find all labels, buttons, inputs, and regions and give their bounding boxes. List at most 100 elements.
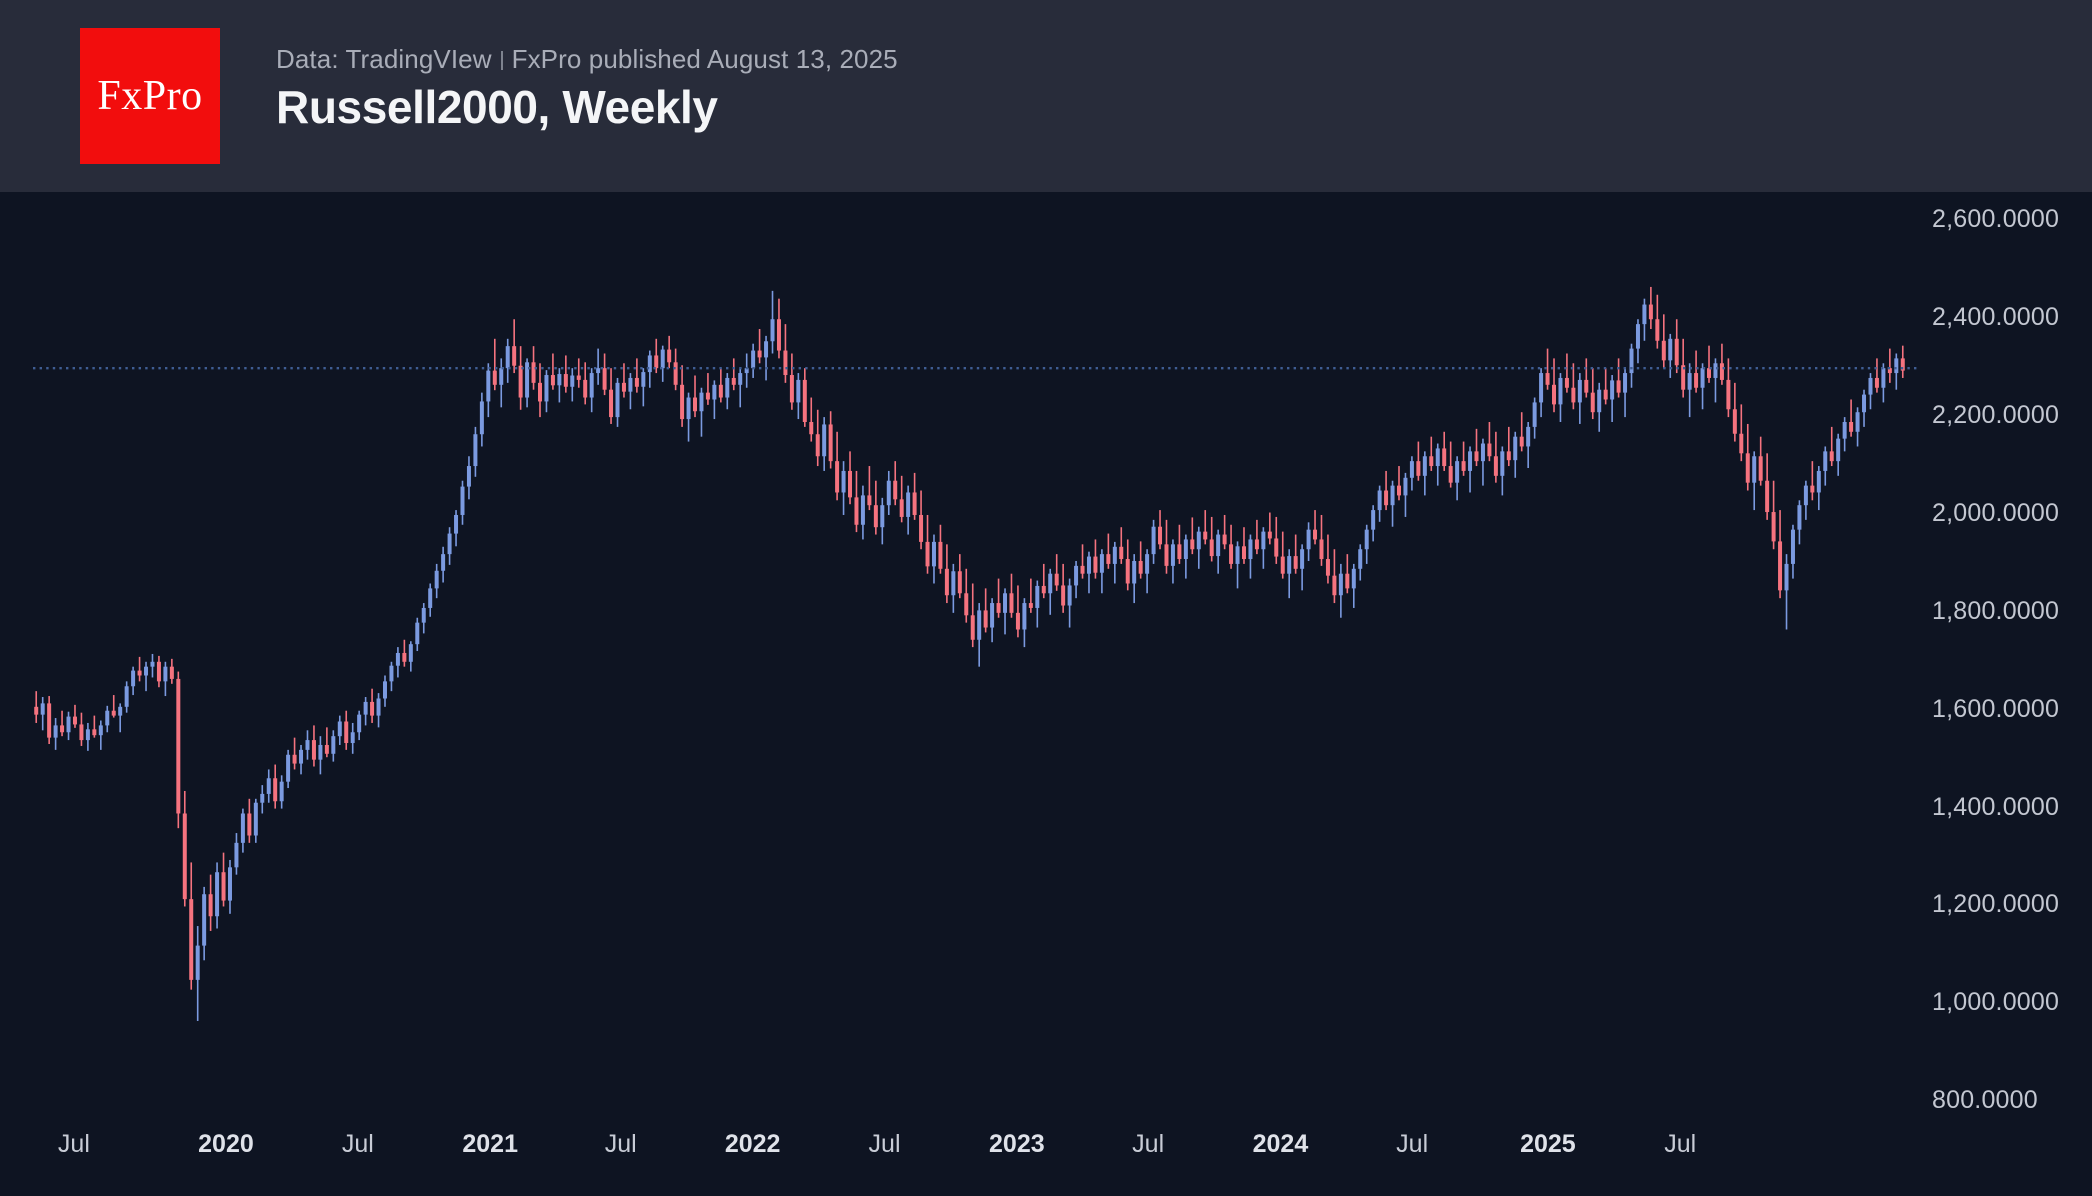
candle-body bbox=[1635, 324, 1640, 349]
candle-body bbox=[757, 350, 762, 358]
y-axis-tick: 1,000.0000 bbox=[1932, 988, 2060, 1017]
candle-body bbox=[1849, 422, 1854, 432]
candle-wick bbox=[1236, 541, 1239, 589]
candle-body bbox=[919, 514, 924, 542]
candle-body bbox=[1416, 461, 1421, 476]
candle-body bbox=[234, 842, 239, 868]
candle-body bbox=[1642, 304, 1647, 325]
candle-body bbox=[731, 377, 736, 385]
candle-body bbox=[770, 319, 775, 342]
candle-body bbox=[1177, 544, 1182, 560]
candle-body bbox=[79, 724, 84, 741]
candlestick-svg bbox=[33, 286, 1920, 1021]
candle-body bbox=[1041, 585, 1046, 594]
candle-body bbox=[1248, 539, 1253, 560]
candle-body bbox=[1338, 573, 1343, 596]
candle-body bbox=[1280, 556, 1285, 574]
candle-body bbox=[260, 793, 265, 803]
candle-body bbox=[208, 894, 213, 917]
candle-wick bbox=[1030, 578, 1032, 613]
candle-wick bbox=[1785, 554, 1788, 630]
candle-body bbox=[1545, 373, 1550, 385]
candle-wick bbox=[732, 358, 735, 391]
candle-body bbox=[1190, 539, 1195, 550]
candle-body bbox=[1028, 603, 1033, 608]
candle-body bbox=[1513, 436, 1518, 461]
candle-body bbox=[1267, 531, 1272, 539]
candle-wick bbox=[1708, 345, 1710, 383]
candle-wick bbox=[1604, 368, 1607, 405]
candle-body bbox=[1681, 365, 1686, 390]
logo-text: FxPro bbox=[97, 73, 203, 119]
candle-body bbox=[1887, 368, 1892, 374]
candle-wick bbox=[93, 715, 96, 738]
candle-body bbox=[1500, 451, 1505, 476]
candle-body bbox=[299, 749, 304, 764]
candle-wick bbox=[1107, 533, 1110, 569]
candle-body bbox=[1125, 559, 1130, 584]
candle-wick bbox=[513, 319, 515, 374]
candle-body bbox=[1648, 304, 1653, 320]
candle-body bbox=[512, 346, 517, 366]
candle-body bbox=[447, 533, 452, 555]
candle-body bbox=[1325, 559, 1330, 576]
candle-wick bbox=[1482, 438, 1484, 486]
candle-body bbox=[279, 781, 284, 802]
y-axis-tick: 1,800.0000 bbox=[1932, 596, 2060, 625]
candle-body bbox=[557, 374, 562, 386]
candle-body bbox=[751, 350, 756, 369]
candle-body bbox=[776, 319, 781, 351]
candle-body bbox=[1468, 451, 1473, 471]
candle-body bbox=[1183, 539, 1188, 560]
candle-body bbox=[486, 370, 491, 402]
candle-body bbox=[1661, 340, 1666, 361]
candle-body bbox=[1571, 387, 1576, 403]
candle-body bbox=[215, 872, 220, 917]
candle-body bbox=[1054, 573, 1059, 586]
candle-body bbox=[725, 377, 730, 398]
candle-body bbox=[1506, 451, 1511, 461]
candle-body bbox=[454, 514, 459, 534]
candle-wick bbox=[293, 737, 296, 770]
candle-body bbox=[1532, 402, 1537, 427]
candle-body bbox=[395, 652, 400, 666]
candle-wick bbox=[700, 387, 703, 437]
candle-body bbox=[809, 422, 814, 435]
candle-body bbox=[402, 652, 407, 662]
candle-body bbox=[822, 424, 827, 457]
candle-body bbox=[1235, 546, 1240, 564]
candle-body bbox=[1584, 379, 1589, 393]
candle-body bbox=[1881, 368, 1886, 388]
candle-body bbox=[1778, 541, 1783, 591]
candle-body bbox=[421, 607, 426, 623]
candle-body bbox=[880, 505, 885, 528]
candle-body bbox=[1784, 563, 1789, 591]
candle-body bbox=[1132, 560, 1137, 584]
candle-body bbox=[796, 379, 801, 403]
candle-body bbox=[460, 486, 465, 515]
candle-body bbox=[854, 497, 859, 525]
candle-body bbox=[1526, 426, 1531, 447]
candle-body bbox=[1422, 456, 1427, 476]
candle-body bbox=[415, 622, 420, 645]
candle-wick bbox=[1624, 368, 1626, 418]
candle-body bbox=[441, 554, 446, 571]
candle-wick bbox=[326, 727, 328, 758]
candle-body bbox=[970, 615, 975, 640]
candle-body bbox=[1048, 573, 1053, 594]
candle-wick bbox=[1462, 441, 1465, 476]
candle-wick bbox=[1507, 426, 1510, 467]
candle-body bbox=[1145, 554, 1150, 574]
candle-body bbox=[531, 362, 536, 383]
candle-body bbox=[641, 372, 646, 387]
candle-wick bbox=[1281, 531, 1284, 579]
candle-body bbox=[286, 754, 291, 782]
candle-body bbox=[1577, 379, 1582, 403]
candle-wick bbox=[1475, 428, 1478, 467]
y-axis-tick: 2,200.0000 bbox=[1932, 401, 2060, 430]
candle-wick bbox=[1520, 412, 1523, 452]
candle-body bbox=[990, 603, 995, 628]
candle-body bbox=[550, 375, 555, 386]
candle-body bbox=[247, 813, 252, 836]
candle-body bbox=[1623, 373, 1628, 393]
